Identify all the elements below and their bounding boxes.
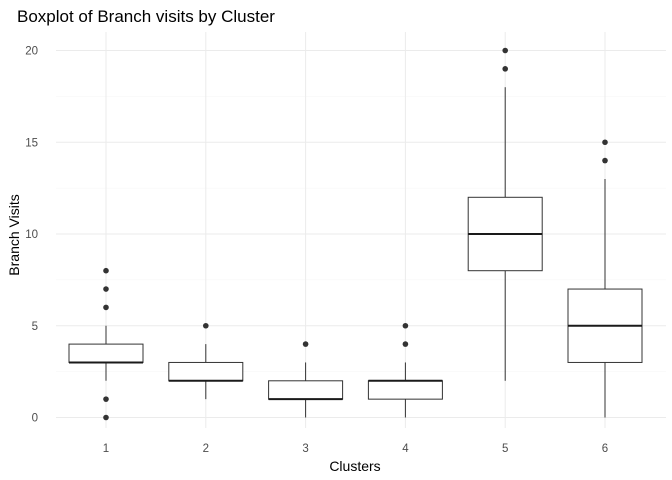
outlier-point <box>103 396 109 402</box>
outlier-point <box>502 47 509 54</box>
box-group-cluster-6 <box>567 139 643 418</box>
x-tick-label: 3 <box>302 443 308 455</box>
iqr-box <box>367 380 443 400</box>
outlier-point <box>602 157 608 164</box>
axes: 0 5 10 15 20 1 2 3 4 5 6 <box>25 46 608 456</box>
outlier-point <box>302 341 309 347</box>
y-tick-label: 15 <box>25 137 38 149</box>
y-axis-title: Branch Visits <box>6 194 22 275</box>
y-tick-label: 0 <box>32 413 38 425</box>
iqr-box <box>268 380 344 400</box>
outlier-point <box>602 139 608 146</box>
outlier-point <box>203 322 209 329</box>
x-tick-label: 5 <box>502 443 508 455</box>
chart-title: Boxplot of Branch visits by Cluster <box>17 7 275 26</box>
plot-area <box>68 47 643 421</box>
outlier-point <box>402 322 409 329</box>
y-tick-label: 10 <box>25 229 38 241</box>
box-group-cluster-3 <box>268 341 344 418</box>
outlier-point <box>103 304 109 311</box>
x-tick-label: 6 <box>602 443 608 455</box>
outlier-point <box>103 286 109 292</box>
outlier-point <box>103 414 109 421</box>
outlier-point <box>402 341 409 347</box>
x-tick-label: 4 <box>402 443 409 455</box>
x-tick-label: 2 <box>203 443 209 455</box>
box-group-cluster-1 <box>68 267 144 421</box>
iqr-box <box>168 361 244 382</box>
outlier-point <box>502 66 509 72</box>
grid <box>56 32 666 428</box>
x-tick-label: 1 <box>103 443 109 455</box>
outlier-point <box>103 267 109 274</box>
y-tick-label: 20 <box>25 46 38 58</box>
box-group-cluster-4 <box>367 322 443 418</box>
box-group-cluster-5 <box>467 47 543 381</box>
y-tick-label: 5 <box>32 321 38 333</box>
box-group-cluster-2 <box>168 322 244 400</box>
x-axis-title: Clusters <box>329 458 380 474</box>
iqr-box <box>68 343 144 363</box>
